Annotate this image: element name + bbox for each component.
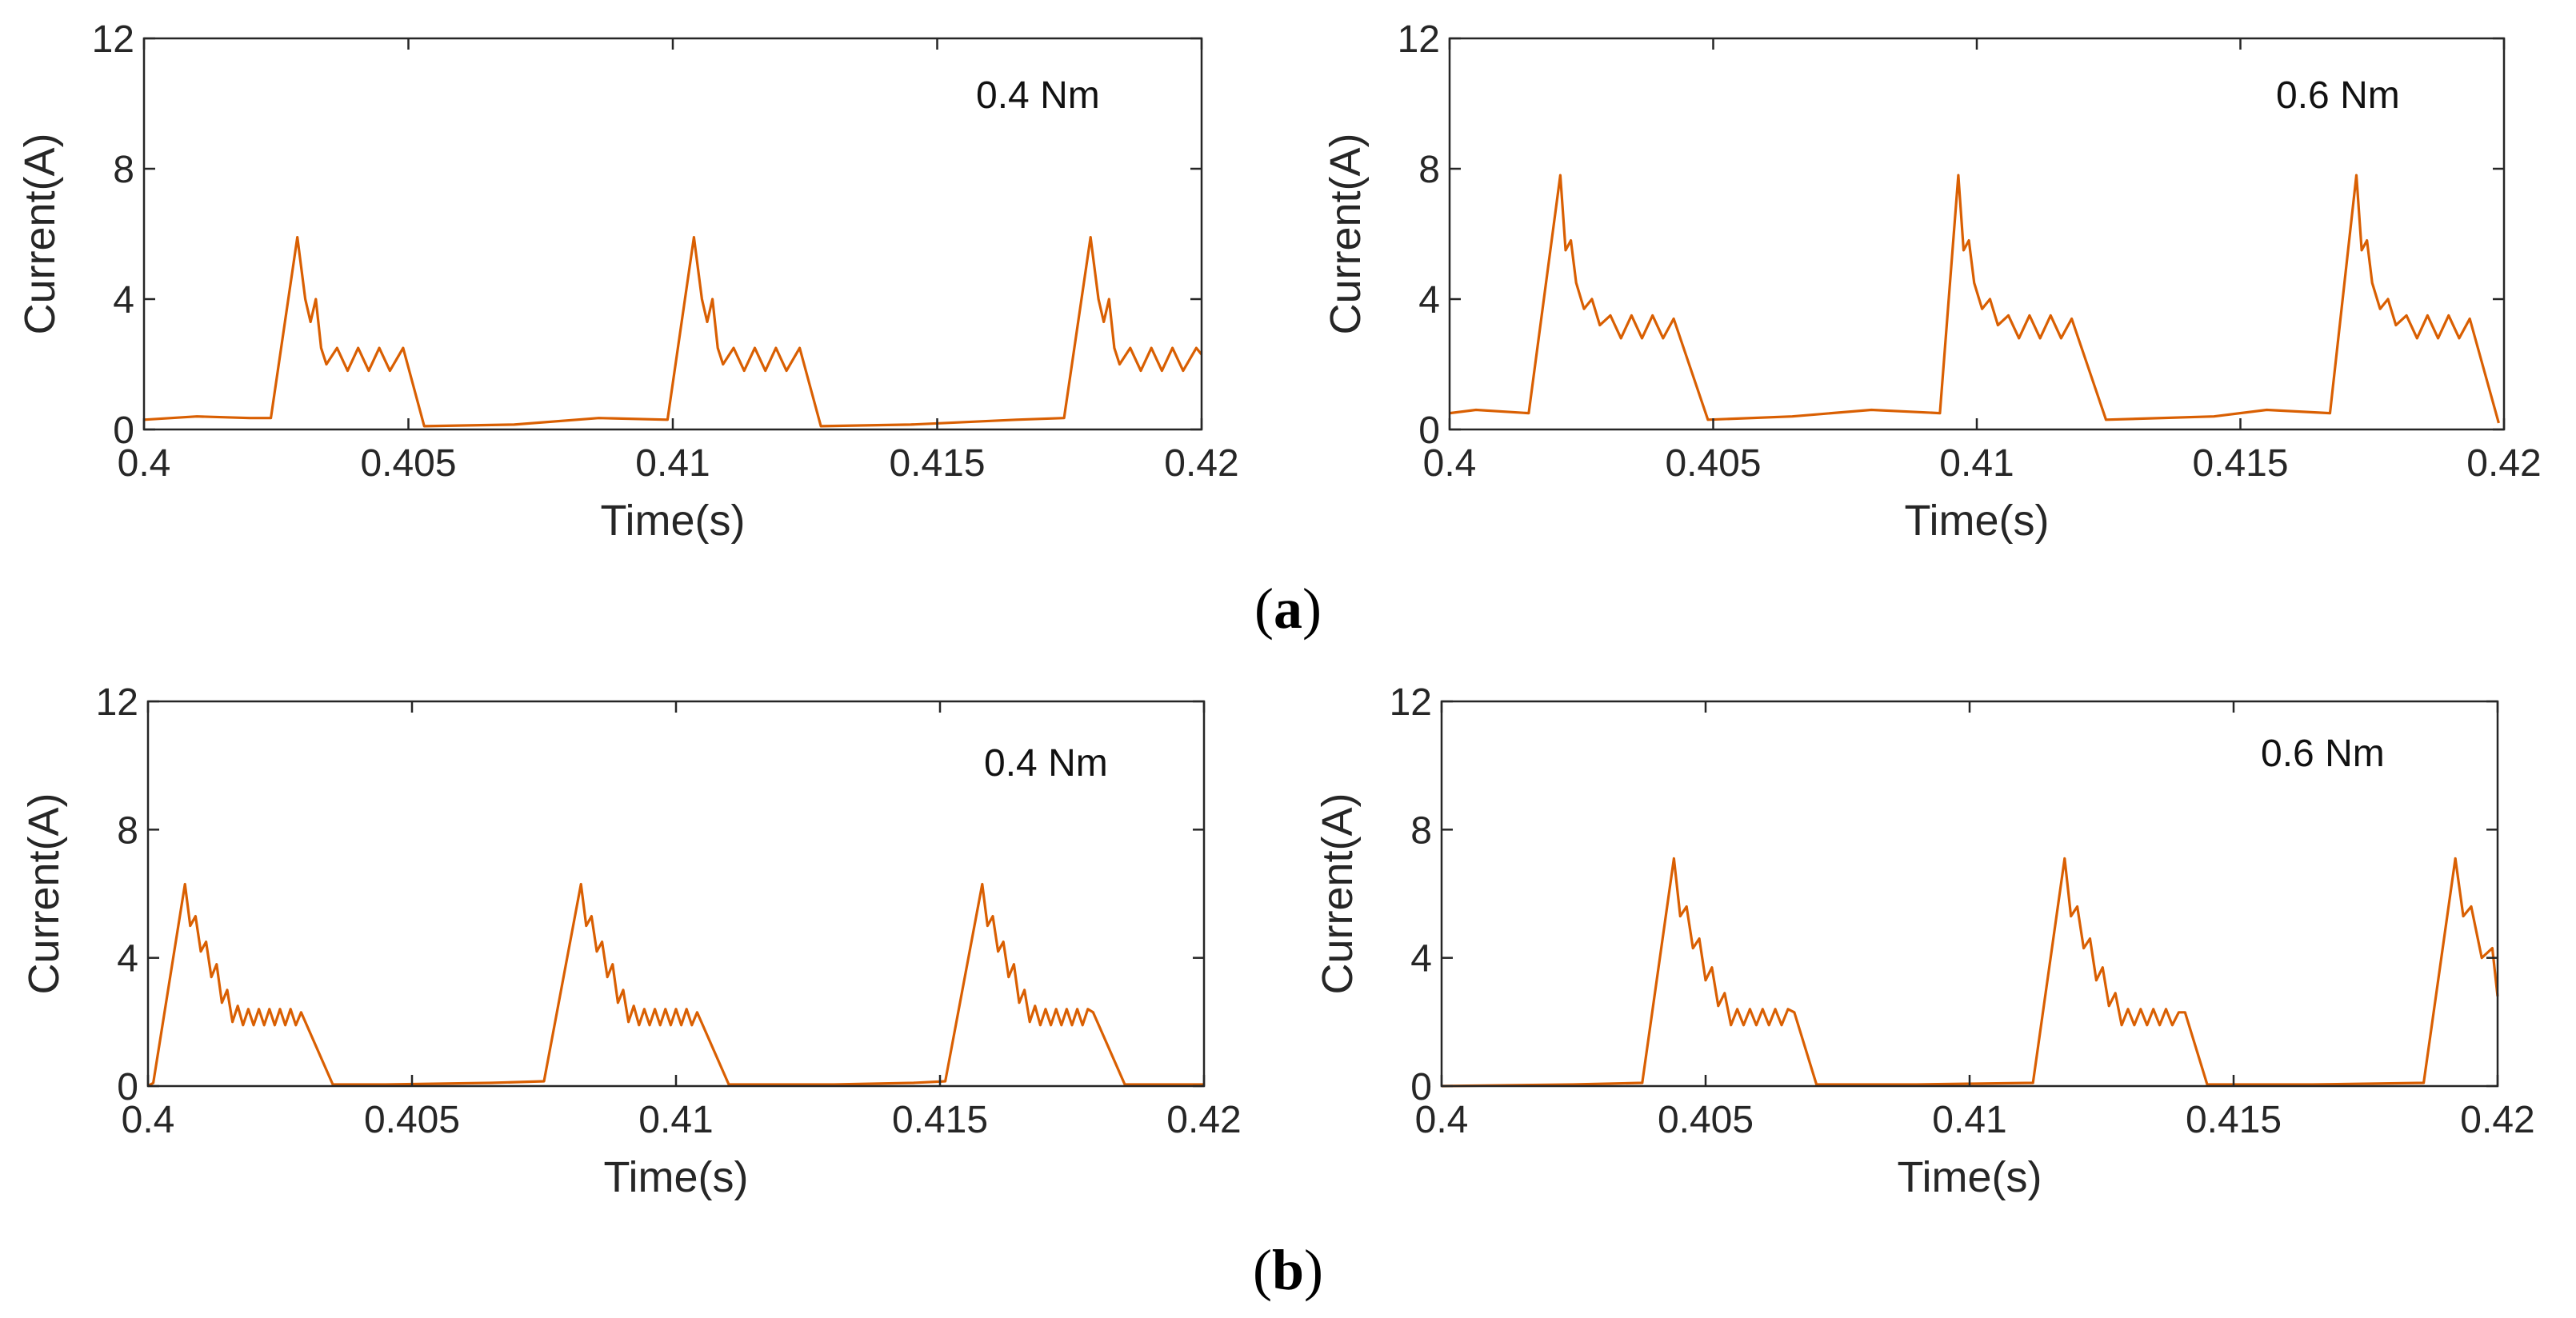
- current-trace: [147, 882, 1204, 1088]
- x-tick-label: 0.405: [364, 1099, 460, 1141]
- x-axis-label: Time(s): [1905, 497, 2050, 545]
- y-axis-label: Current(A): [1314, 793, 1362, 994]
- y-tick-label: 8: [113, 149, 134, 191]
- current-trace: [143, 236, 1203, 428]
- x-tick-label: 0.41: [635, 442, 710, 485]
- x-tick-label: 0.415: [2186, 1099, 2282, 1141]
- y-tick-label: 0: [117, 1066, 138, 1108]
- x-tick-label: 0.41: [1932, 1099, 2006, 1141]
- x-tick-label: 0.41: [1939, 442, 2014, 485]
- x-tick-label: 0.4: [1415, 1099, 1469, 1141]
- y-tick-label: 0: [1410, 1066, 1432, 1108]
- x-tick-label: 0.4: [122, 1099, 175, 1141]
- y-tick-label: 12: [96, 681, 138, 724]
- y-tick-label: 12: [1390, 681, 1432, 724]
- x-tick-label: 0.4: [118, 442, 171, 485]
- chart-panel-b-right: 0.4 0.405 0.41 0.415 0.42 0 4 8 12 Time(s) Current…: [1314, 681, 2535, 1201]
- x-tick-label: 0.405: [360, 442, 456, 485]
- y-axis-label: Current(A): [1322, 133, 1370, 334]
- x-axis-label: Time(s): [604, 1153, 749, 1201]
- current-trace: [1449, 174, 2500, 424]
- torque-annotation: 0.4 Nm: [984, 742, 1108, 785]
- x-axis-label: Time(s): [1898, 1153, 2042, 1201]
- current-trace: [1441, 857, 2499, 1088]
- y-tick-label: 4: [117, 938, 138, 981]
- x-tick-label: 0.42: [1166, 1099, 1241, 1141]
- x-tick-label: 0.4: [1423, 442, 1477, 485]
- torque-annotation: 0.4 Nm: [976, 74, 1100, 117]
- x-tick-label: 0.415: [2192, 442, 2288, 485]
- chart-panel-a-right: 0.4 0.405 0.41 0.415 0.42 0 4 8 12 Time(s) Current…: [1322, 18, 2542, 545]
- y-tick-label: 8: [1410, 809, 1432, 852]
- torque-annotation: 0.6 Nm: [2276, 74, 2400, 117]
- x-tick-label: 0.415: [892, 1099, 988, 1141]
- y-axis-label: Current(A): [20, 793, 68, 994]
- caption-a: (a): [1254, 577, 1322, 641]
- x-axis-label: Time(s): [601, 497, 746, 545]
- torque-annotation: 0.6 Nm: [2261, 733, 2385, 775]
- y-tick-label: 4: [1418, 279, 1440, 322]
- x-tick-label: 0.42: [2466, 442, 2541, 485]
- y-tick-label: 8: [117, 809, 138, 852]
- chart-panel-b-left: 0.4 0.405 0.41 0.415 0.42 0 4 8 12 Time(s) Current…: [20, 681, 1242, 1201]
- y-tick-label: 4: [113, 279, 134, 322]
- y-tick-label: 0: [1418, 409, 1440, 452]
- chart-panels: 0.4 0.405 0.41 0.415 0.42 0 4 8 12 Time(s) Current…: [16, 18, 2542, 1201]
- y-tick-label: 12: [92, 18, 134, 61]
- x-tick-label: 0.415: [889, 442, 985, 485]
- x-tick-label: 0.41: [638, 1099, 713, 1141]
- y-tick-label: 8: [1418, 149, 1440, 191]
- y-tick-label: 12: [1398, 18, 1440, 61]
- y-axis-label: Current(A): [16, 133, 64, 334]
- x-tick-label: 0.405: [1665, 442, 1761, 485]
- y-tick-label: 4: [1410, 938, 1432, 981]
- caption-b: (b): [1253, 1238, 1323, 1302]
- x-tick-label: 0.42: [2460, 1099, 2534, 1141]
- y-tick-label: 0: [113, 409, 134, 452]
- chart-panel-a-left: 0.4 0.405 0.41 0.415 0.42 0 4 8 12 Time(s) Current…: [16, 18, 1239, 545]
- x-tick-label: 0.42: [1164, 442, 1238, 485]
- x-tick-label: 0.405: [1658, 1099, 1754, 1141]
